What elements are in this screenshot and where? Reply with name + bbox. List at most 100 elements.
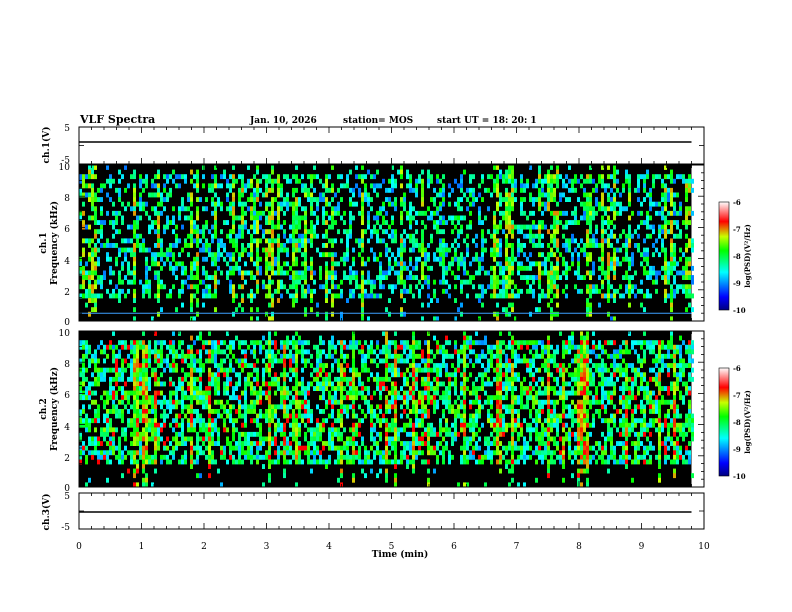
- spectrogram-cell: [196, 275, 199, 280]
- spectrogram-cell: [583, 275, 586, 280]
- spectrogram-cell: [127, 418, 130, 424]
- spectrogram-cell: [625, 178, 628, 184]
- spectrogram-cell: [403, 340, 406, 346]
- spectrogram-cell: [256, 381, 259, 387]
- spectrogram-cell: [292, 358, 295, 364]
- spectrogram-cell: [442, 192, 445, 198]
- spectrogram-cell: [373, 293, 376, 299]
- spectrogram-cell: [256, 187, 259, 193]
- spectrogram-cell: [541, 288, 544, 294]
- spectrogram-cell: [475, 293, 478, 299]
- spectrogram-cell: [142, 464, 145, 469]
- spectrogram-cell: [157, 381, 160, 387]
- spectrogram-cell: [316, 381, 319, 387]
- spectrogram-cell: [136, 220, 139, 225]
- spectrogram-cell: [100, 220, 103, 225]
- spectrogram-cell: [625, 270, 628, 276]
- spectrogram-cell: [220, 450, 223, 456]
- spectrogram-cell: [496, 187, 499, 193]
- spectrogram-cell: [511, 183, 514, 189]
- spectrogram-cell: [274, 288, 277, 294]
- spectrogram-cell: [469, 261, 472, 267]
- spectrogram-cell: [364, 174, 367, 180]
- spectrogram-cell: [226, 331, 229, 336]
- spectrogram-cell: [274, 270, 277, 276]
- spectrogram-cell: [517, 270, 520, 276]
- spectrogram-cell: [331, 340, 334, 346]
- spectrogram-cell: [661, 265, 664, 271]
- spectrogram-cell: [295, 288, 298, 294]
- spectrogram-cell: [310, 418, 313, 424]
- spectrogram-cell: [352, 386, 355, 391]
- spectrogram-cell: [274, 413, 277, 419]
- spectrogram-cell: [538, 270, 541, 276]
- spectrogram-cell: [118, 353, 121, 359]
- spectrogram-cell: [142, 413, 145, 419]
- ch1-channel-label: ch.1: [39, 232, 49, 253]
- spectrogram-cell: [277, 238, 280, 244]
- spectrogram-cell: [259, 201, 262, 207]
- spectrogram-cell: [229, 358, 232, 364]
- spectrogram-cell: [670, 252, 673, 258]
- spectrogram-cell: [349, 201, 352, 207]
- spectrogram-cell: [586, 288, 589, 294]
- spectrogram-cell: [340, 215, 343, 221]
- spectrogram-cell: [661, 206, 664, 212]
- spectrogram-cell: [421, 395, 424, 401]
- spectrogram-cell: [391, 436, 394, 442]
- spectrogram-cell: [169, 381, 172, 387]
- spectrogram-cell: [250, 307, 253, 313]
- spectrogram-cell: [337, 459, 340, 465]
- spectrogram-cell: [601, 201, 604, 207]
- spectrogram-cell: [589, 220, 592, 225]
- spectrogram-cell: [346, 381, 349, 387]
- spectrogram-cell: [178, 353, 181, 359]
- spectrogram-cell: [283, 367, 286, 373]
- spectrogram-cell: [541, 187, 544, 193]
- spectrogram-cell: [181, 284, 184, 290]
- spectrogram-cell: [151, 367, 154, 373]
- spectrogram-cell: [388, 427, 391, 433]
- spectrogram-cell: [118, 372, 121, 378]
- spectrogram-cell: [160, 252, 163, 258]
- spectrogram-cell: [514, 316, 517, 322]
- spectrogram-cell: [214, 229, 217, 235]
- spectrogram-cell: [205, 238, 208, 244]
- spectrogram-cell: [178, 386, 181, 391]
- spectrogram-cell: [550, 265, 553, 271]
- spectrogram-cell: [181, 381, 184, 387]
- spectrogram-cell: [157, 210, 160, 216]
- spectrogram-cell: [298, 247, 301, 253]
- spectrogram-cell: [652, 178, 655, 184]
- spectrogram-cell: [253, 390, 256, 396]
- spectrogram-cell: [211, 418, 214, 424]
- spectrogram-cell: [115, 293, 118, 299]
- spectrogram-cell: [262, 279, 265, 285]
- spectrogram-cell: [157, 192, 160, 198]
- spectrogram-cell: [610, 243, 613, 248]
- spectrogram-cell: [292, 427, 295, 433]
- spectrogram-cell: [85, 238, 88, 244]
- spectrogram-cell: [118, 270, 121, 276]
- spectrogram-cell: [280, 450, 283, 456]
- spectrogram-cell: [112, 358, 115, 364]
- spectrogram-cell: [175, 307, 178, 313]
- spectrogram-cell: [181, 376, 184, 382]
- spectrogram-cell: [184, 450, 187, 456]
- spectrogram-cell: [601, 261, 604, 267]
- spectrogram-cell: [256, 178, 259, 184]
- spectrogram-cell: [460, 288, 463, 294]
- spectrogram-cell: [133, 386, 136, 391]
- spectrogram-cell: [451, 187, 454, 193]
- spectrogram-cell: [295, 247, 298, 253]
- spectrogram-cell: [292, 243, 295, 248]
- spectrogram-cell: [130, 376, 133, 382]
- spectrogram-cell: [247, 229, 250, 235]
- spectrogram-cell: [229, 252, 232, 258]
- spectrogram-cell: [421, 381, 424, 387]
- spectrogram-cell: [283, 441, 286, 446]
- spectrogram-cell: [121, 265, 124, 271]
- spectrogram-cell: [271, 279, 274, 285]
- spectrogram-cell: [154, 275, 157, 280]
- spectrogram-cell: [595, 183, 598, 189]
